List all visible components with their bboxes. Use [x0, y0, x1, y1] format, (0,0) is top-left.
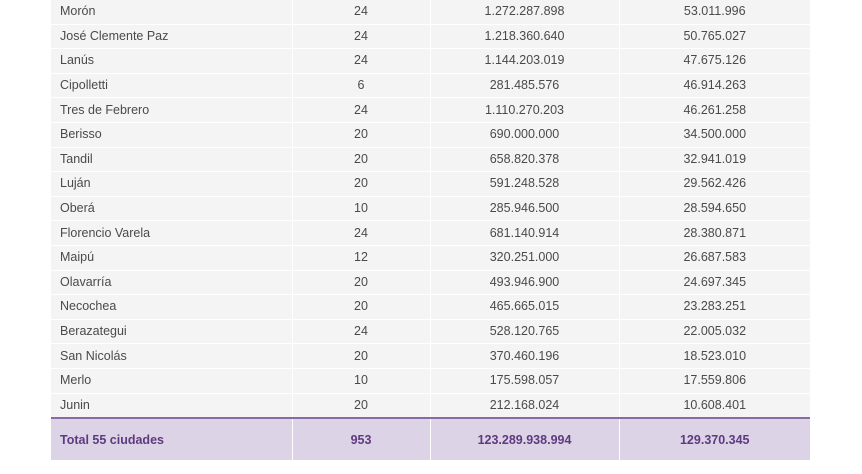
per-unit-cell: 23.283.251	[619, 294, 810, 320]
table-row: Berazategui 24 528.120.765 22.005.032	[51, 319, 810, 345]
total-count: 953	[292, 417, 431, 461]
total-label: Total 55 ciudades	[51, 417, 293, 461]
count-cell: 24	[292, 48, 431, 74]
amount-cell: 1.110.270.203	[430, 97, 620, 123]
per-unit-cell: 29.562.426	[619, 171, 810, 197]
amount-cell: 591.248.528	[430, 171, 620, 197]
count-cell: 20	[292, 343, 431, 369]
total-amount: 123.289.938.994	[430, 417, 620, 461]
count-cell: 24	[292, 24, 431, 50]
amount-cell: 493.946.900	[430, 270, 620, 296]
per-unit-cell: 34.500.000	[619, 122, 810, 148]
per-unit-cell: 47.675.126	[619, 48, 810, 74]
city-cell: Morón	[51, 0, 293, 25]
per-unit-cell: 24.697.345	[619, 270, 810, 296]
city-cell: Lanús	[51, 48, 293, 74]
city-cell: Berisso	[51, 122, 293, 148]
total-per-unit: 129.370.345	[619, 417, 810, 461]
city-cell: Junin	[51, 393, 293, 419]
city-table-container: Morón 24 1.272.287.898 53.011.996 José Cleme…	[51, 0, 810, 461]
amount-cell: 465.665.015	[430, 294, 620, 320]
per-unit-cell: 17.559.806	[619, 368, 810, 394]
per-unit-cell: 28.594.650	[619, 196, 810, 222]
count-cell: 20	[292, 171, 431, 197]
amount-cell: 212.168.024	[430, 393, 620, 419]
count-cell: 24	[292, 0, 431, 25]
table-row: Florencio Varela 24 681.140.914 28.380.871	[51, 220, 810, 246]
amount-cell: 681.140.914	[430, 220, 620, 246]
table-row: Merlo 10 175.598.057 17.559.806	[51, 368, 810, 394]
table-row: Oberá 10 285.946.500 28.594.650	[51, 196, 810, 222]
count-cell: 12	[292, 245, 431, 271]
per-unit-cell: 22.005.032	[619, 319, 810, 345]
count-cell: 24	[292, 319, 431, 345]
per-unit-cell: 53.011.996	[619, 0, 810, 25]
per-unit-cell: 10.608.401	[619, 393, 810, 419]
city-cell: Necochea	[51, 294, 293, 320]
city-cell: Berazategui	[51, 319, 293, 345]
per-unit-cell: 46.261.258	[619, 97, 810, 123]
table-row: Olavarría 20 493.946.900 24.697.345	[51, 270, 810, 296]
city-cell: Merlo	[51, 368, 293, 394]
table-row: Luján 20 591.248.528 29.562.426	[51, 171, 810, 197]
city-table-body: Morón 24 1.272.287.898 53.011.996 José Cleme…	[51, 0, 810, 461]
count-cell: 20	[292, 270, 431, 296]
count-cell: 20	[292, 122, 431, 148]
count-cell: 6	[292, 73, 431, 99]
amount-cell: 1.218.360.640	[430, 24, 620, 50]
city-cell: Maipú	[51, 245, 293, 271]
amount-cell: 528.120.765	[430, 319, 620, 345]
table-row: Tres de Febrero 24 1.110.270.203 46.261.258	[51, 97, 810, 123]
total-row: Total 55 ciudades 953 123.289.938.994 12…	[51, 417, 810, 461]
amount-cell: 285.946.500	[430, 196, 620, 222]
count-cell: 20	[292, 147, 431, 173]
per-unit-cell: 50.765.027	[619, 24, 810, 50]
per-unit-cell: 28.380.871	[619, 220, 810, 246]
table-row: Maipú 12 320.251.000 26.687.583	[51, 245, 810, 271]
table-row: Necochea 20 465.665.015 23.283.251	[51, 294, 810, 320]
city-table: Morón 24 1.272.287.898 53.011.996 José Cleme…	[51, 0, 810, 461]
city-cell: Oberá	[51, 196, 293, 222]
table-row: Junin 20 212.168.024 10.608.401	[51, 393, 810, 419]
table-row: Berisso 20 690.000.000 34.500.000	[51, 122, 810, 148]
count-cell: 10	[292, 196, 431, 222]
city-cell: San Nicolás	[51, 343, 293, 369]
city-cell: Florencio Varela	[51, 220, 293, 246]
table-row: José Clemente Paz 24 1.218.360.640 50.765.0…	[51, 24, 810, 50]
per-unit-cell: 26.687.583	[619, 245, 810, 271]
city-cell: Luján	[51, 171, 293, 197]
table-row: Tandil 20 658.820.378 32.941.019	[51, 147, 810, 173]
amount-cell: 1.144.203.019	[430, 48, 620, 74]
per-unit-cell: 32.941.019	[619, 147, 810, 173]
count-cell: 20	[292, 294, 431, 320]
amount-cell: 690.000.000	[430, 122, 620, 148]
amount-cell: 370.460.196	[430, 343, 620, 369]
per-unit-cell: 18.523.010	[619, 343, 810, 369]
city-cell: Tres de Febrero	[51, 97, 293, 123]
amount-cell: 320.251.000	[430, 245, 620, 271]
city-cell: Cipolletti	[51, 73, 293, 99]
city-cell: Olavarría	[51, 270, 293, 296]
per-unit-cell: 46.914.263	[619, 73, 810, 99]
table-row: Lanús 24 1.144.203.019 47.675.126	[51, 48, 810, 74]
table-row: San Nicolás 20 370.460.196 18.523.010	[51, 343, 810, 369]
count-cell: 24	[292, 97, 431, 123]
table-row: Cipolletti 6 281.485.576 46.914.263	[51, 73, 810, 99]
table-row: Morón 24 1.272.287.898 53.011.996	[51, 0, 810, 25]
city-cell: José Clemente Paz	[51, 24, 293, 50]
amount-cell: 281.485.576	[430, 73, 620, 99]
count-cell: 20	[292, 393, 431, 419]
count-cell: 10	[292, 368, 431, 394]
count-cell: 24	[292, 220, 431, 246]
amount-cell: 658.820.378	[430, 147, 620, 173]
amount-cell: 175.598.057	[430, 368, 620, 394]
amount-cell: 1.272.287.898	[430, 0, 620, 25]
city-cell: Tandil	[51, 147, 293, 173]
